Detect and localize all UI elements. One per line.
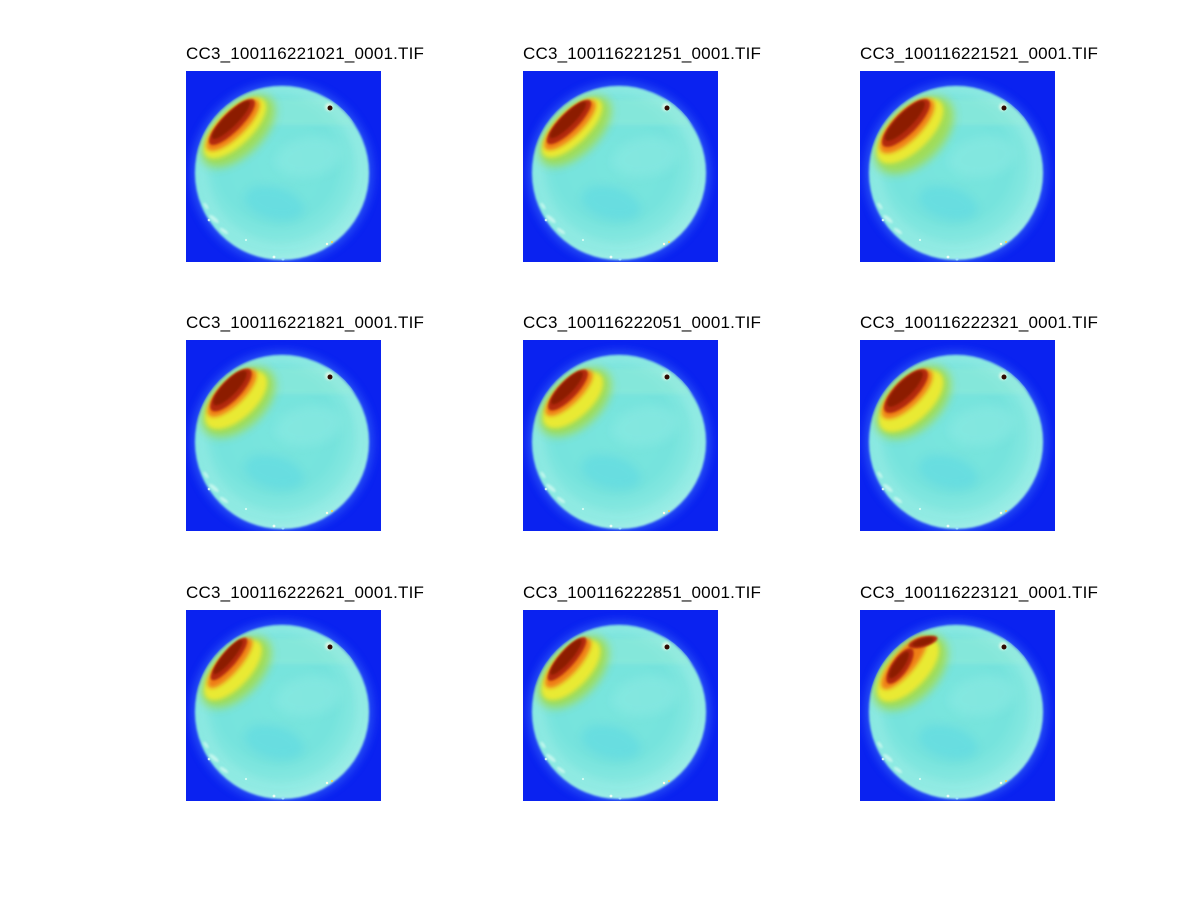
sky-image [523,71,718,262]
sky-image [523,340,718,531]
subplot-9: CC3_100116223121_0001.TIF [860,583,1099,801]
subplot-1: CC3_100116221021_0001.TIF [186,44,425,262]
subplot-5: CC3_100116222051_0001.TIF [523,313,762,531]
sky-image [186,610,381,801]
subplot-title: CC3_100116221021_0001.TIF [186,44,425,63]
subplot-title: CC3_100116222851_0001.TIF [523,583,762,602]
sky-image [186,340,381,531]
subplot-title: CC3_100116222051_0001.TIF [523,313,762,332]
subplot-4: CC3_100116221821_0001.TIF [186,313,425,531]
subplot-3: CC3_100116221521_0001.TIF [860,44,1099,262]
subplot-7: CC3_100116222621_0001.TIF [186,583,425,801]
sky-image [523,610,718,801]
sky-image [186,71,381,262]
subplot-title: CC3_100116223121_0001.TIF [860,583,1099,602]
subplot-title: CC3_100116222321_0001.TIF [860,313,1099,332]
sky-image [860,340,1055,531]
subplot-title: CC3_100116222621_0001.TIF [186,583,425,602]
subplot-8: CC3_100116222851_0001.TIF [523,583,762,801]
sky-image [860,71,1055,262]
sky-image [860,610,1055,801]
subplot-title: CC3_100116221821_0001.TIF [186,313,425,332]
subplot-title: CC3_100116221251_0001.TIF [523,44,762,63]
subplot-2: CC3_100116221251_0001.TIF [523,44,762,262]
subplot-6: CC3_100116222321_0001.TIF [860,313,1099,531]
subplot-title: CC3_100116221521_0001.TIF [860,44,1099,63]
